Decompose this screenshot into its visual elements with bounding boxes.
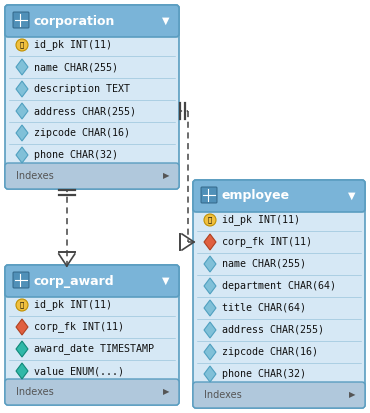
Text: 🔑: 🔑 <box>20 301 24 309</box>
FancyBboxPatch shape <box>13 12 29 28</box>
Text: id_pk INT(11): id_pk INT(11) <box>34 299 112 311</box>
Polygon shape <box>16 125 28 141</box>
Text: ▶: ▶ <box>163 171 169 180</box>
Bar <box>197 203 361 209</box>
Text: Indexes: Indexes <box>16 387 54 397</box>
Text: name CHAR(255): name CHAR(255) <box>222 259 306 269</box>
Text: name CHAR(255): name CHAR(255) <box>34 62 118 72</box>
Text: Indexes: Indexes <box>16 171 54 181</box>
Polygon shape <box>16 319 28 335</box>
FancyBboxPatch shape <box>13 272 29 288</box>
Text: corp_award: corp_award <box>34 275 115 287</box>
Text: corporation: corporation <box>34 14 115 28</box>
Circle shape <box>204 214 216 226</box>
FancyBboxPatch shape <box>5 163 179 189</box>
Text: ▼: ▼ <box>162 16 170 26</box>
Polygon shape <box>16 363 28 379</box>
Text: Indexes: Indexes <box>204 390 242 400</box>
Text: phone CHAR(32): phone CHAR(32) <box>34 150 118 160</box>
FancyBboxPatch shape <box>193 180 365 408</box>
FancyBboxPatch shape <box>5 5 179 189</box>
Text: corp_fk INT(11): corp_fk INT(11) <box>222 237 312 247</box>
Text: address CHAR(255): address CHAR(255) <box>34 106 136 116</box>
Text: award_date TIMESTAMP: award_date TIMESTAMP <box>34 344 154 354</box>
Text: employee: employee <box>222 190 290 202</box>
FancyBboxPatch shape <box>5 265 179 297</box>
Text: id_pk INT(11): id_pk INT(11) <box>34 40 112 50</box>
Text: ▼: ▼ <box>162 276 170 286</box>
Polygon shape <box>16 103 28 119</box>
Bar <box>9 288 175 294</box>
Bar <box>9 382 175 387</box>
Circle shape <box>16 299 28 311</box>
Text: phone CHAR(32): phone CHAR(32) <box>222 369 306 379</box>
Text: 🔑: 🔑 <box>20 42 24 48</box>
Text: value ENUM(...): value ENUM(...) <box>34 366 124 376</box>
Polygon shape <box>204 322 216 338</box>
FancyBboxPatch shape <box>201 187 217 203</box>
Text: address CHAR(255): address CHAR(255) <box>222 325 324 335</box>
Text: zipcode CHAR(16): zipcode CHAR(16) <box>222 347 318 357</box>
Text: corp_fk INT(11): corp_fk INT(11) <box>34 322 124 332</box>
Text: department CHAR(64): department CHAR(64) <box>222 281 336 291</box>
Polygon shape <box>16 59 28 75</box>
Polygon shape <box>204 256 216 272</box>
Polygon shape <box>204 234 216 250</box>
Text: description TEXT: description TEXT <box>34 84 130 94</box>
Bar <box>197 385 361 390</box>
Polygon shape <box>16 341 28 357</box>
Polygon shape <box>204 366 216 382</box>
Text: title CHAR(64): title CHAR(64) <box>222 303 306 313</box>
FancyBboxPatch shape <box>5 379 179 405</box>
Polygon shape <box>204 344 216 360</box>
Polygon shape <box>204 278 216 294</box>
Text: ▶: ▶ <box>163 387 169 396</box>
FancyBboxPatch shape <box>193 180 365 212</box>
Text: zipcode CHAR(16): zipcode CHAR(16) <box>34 128 130 138</box>
Polygon shape <box>16 147 28 163</box>
FancyBboxPatch shape <box>5 5 179 37</box>
Circle shape <box>16 39 28 51</box>
Polygon shape <box>16 81 28 97</box>
Bar <box>9 166 175 171</box>
FancyBboxPatch shape <box>5 265 179 405</box>
Bar <box>9 28 175 34</box>
Polygon shape <box>204 300 216 316</box>
Text: ▶: ▶ <box>349 391 355 399</box>
FancyBboxPatch shape <box>193 382 365 408</box>
Text: ▼: ▼ <box>348 191 356 201</box>
Text: 🔑: 🔑 <box>208 217 212 223</box>
Text: id_pk INT(11): id_pk INT(11) <box>222 214 300 225</box>
